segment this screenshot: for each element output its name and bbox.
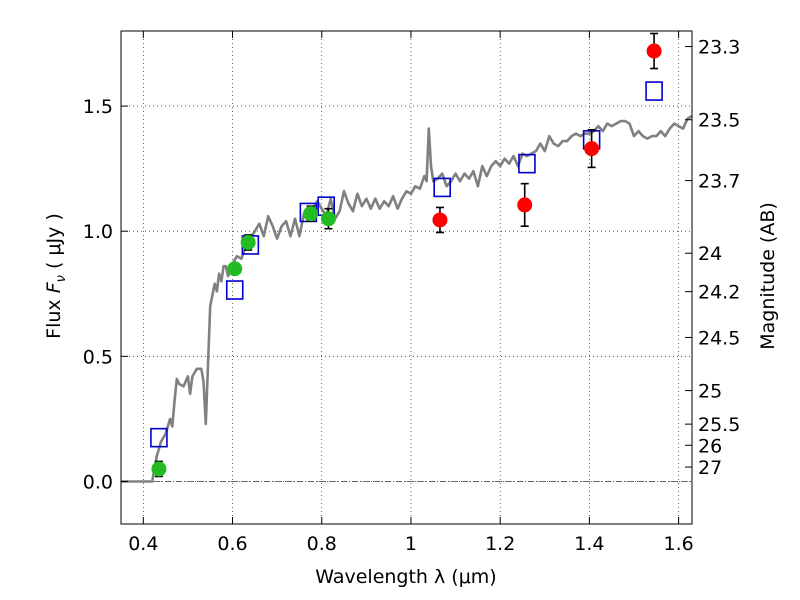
y2-axis-label: Magnitude (AB): [757, 202, 779, 350]
model-square: [225, 280, 244, 300]
green-point: [320, 211, 336, 227]
x-axis-label: Wavelength λ (μm): [315, 566, 496, 588]
model-square: [645, 81, 663, 101]
y-tick-label: 0.5: [83, 346, 113, 368]
x-tick-label: 1: [405, 533, 417, 555]
y-tick-label: 1.0: [83, 221, 113, 243]
x-tick-label: 0.6: [217, 533, 247, 555]
y-tick-labels: 0.0 0.5 1.0 1.5: [83, 96, 113, 493]
red-point: [584, 141, 600, 157]
magnitude-tick-label: 23.3: [698, 37, 740, 59]
magnitude-tick-label: 27: [698, 457, 722, 479]
plot-frame: [120, 30, 693, 525]
green-point: [151, 461, 167, 477]
red-point: [517, 197, 533, 213]
red-point: [432, 212, 448, 228]
model-square: [433, 177, 451, 198]
x-tick-label: 1.4: [574, 533, 604, 555]
magnitude-tick-label: 23.5: [698, 110, 740, 132]
model-squares: [150, 81, 663, 448]
y-axis-label: Flux Fν ( μJy ): [43, 213, 69, 339]
x-tick-label: 0.8: [307, 533, 337, 555]
magnitude-tick-label: 24.2: [698, 282, 740, 304]
magnitude-tick-label: 25.5: [698, 414, 740, 436]
photometry-points: [151, 43, 662, 477]
x-tick-label: 1.6: [664, 533, 694, 555]
magnitude-tick-label: 25: [698, 381, 722, 403]
magnitude-tick-label: 24.5: [698, 327, 740, 349]
x-tick-label: 0.4: [128, 533, 158, 555]
green-point: [240, 234, 256, 250]
model-square: [150, 427, 168, 448]
y-tick-label: 0.0: [83, 471, 113, 493]
magnitude-tick-label: 23.7: [698, 171, 740, 193]
axis-ticks: [121, 31, 692, 524]
magnitude-tick-label: 24: [698, 243, 722, 265]
x-tick-labels: 0.4 0.6 0.8 1 1.2 1.4 1.6: [128, 533, 694, 555]
green-point: [303, 206, 319, 222]
green-point: [227, 261, 243, 277]
magnitude-tick-label: 26: [698, 435, 722, 457]
red-point: [646, 43, 662, 59]
model-square: [518, 153, 536, 174]
y-tick-label: 1.5: [83, 96, 113, 118]
x-tick-label: 1.2: [485, 533, 515, 555]
